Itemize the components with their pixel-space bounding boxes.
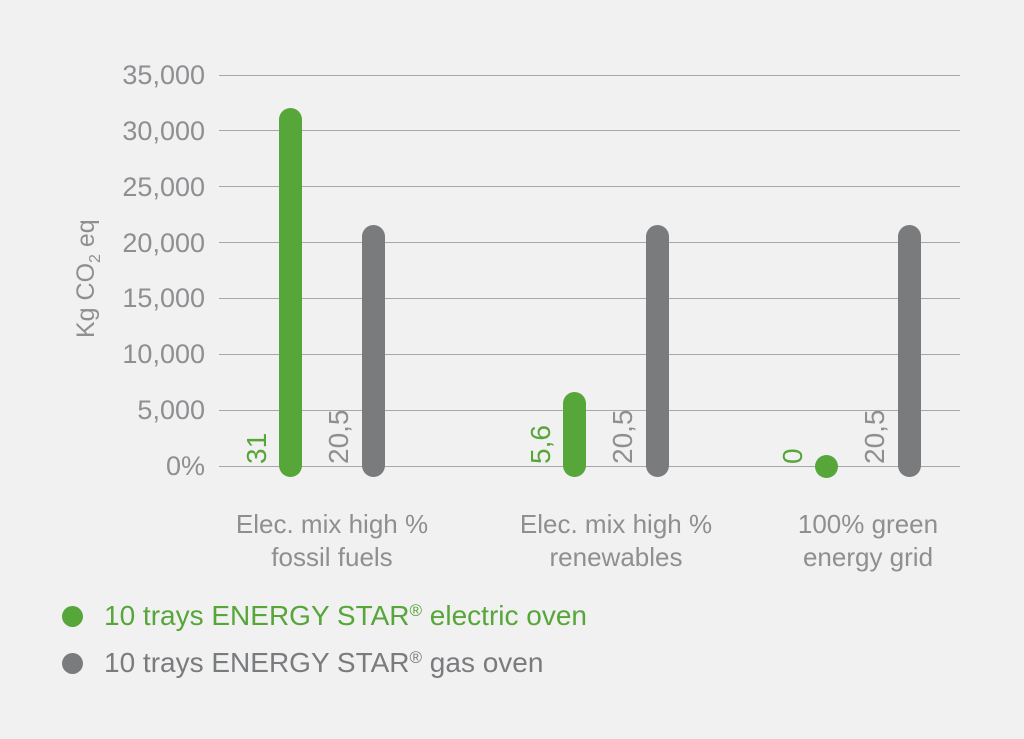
registered-trademark-icon: ® — [409, 601, 423, 620]
gridline-25000 — [219, 186, 960, 188]
legend-item-2: 10 trays ENERGY STAR® gas oven — [62, 647, 543, 679]
legend-dot-2-icon — [62, 652, 83, 674]
gridline-35000 — [219, 74, 960, 76]
category-label-group2: Elec. mix high % renewables — [446, 508, 786, 574]
category-line1: Elec. mix high % — [235, 509, 429, 539]
gridline-0 — [219, 465, 960, 467]
y-tick-label-0: 0% — [165, 451, 205, 481]
value-label-series1-group1: 31 — [240, 432, 272, 464]
category-line2: energy grid — [802, 542, 934, 572]
bar-series1-group3 — [815, 454, 838, 478]
y-tick-label-15000: 15,000 — [122, 283, 205, 314]
bar-series2-group3 — [897, 225, 921, 478]
y-tick-label-30000: 30,000 — [122, 115, 205, 146]
y-tick-label-10000: 10,000 — [122, 339, 205, 370]
gridline-5000 — [219, 409, 960, 411]
gridline-20000 — [219, 242, 960, 244]
value-label-series1-group3: 0 — [776, 448, 808, 464]
bar-series2-group1 — [361, 225, 385, 478]
category-line2: fossil fuels — [271, 542, 393, 572]
legend-label-main: 10 trays ENERGY STAR — [104, 600, 410, 631]
gridline-30000 — [219, 130, 960, 132]
bar-series2-group2 — [645, 225, 669, 478]
legend-item-1: 10 trays ENERGY STAR® electric oven — [62, 600, 587, 632]
registered-trademark-icon: ® — [409, 648, 423, 667]
legend-label-1: 10 trays ENERGY STAR® electric oven — [104, 600, 587, 632]
y-tick-label-5000: 5,000 — [137, 395, 205, 426]
bar-series1-group1 — [279, 108, 302, 478]
y-tick-label-25000: 25,000 — [122, 171, 205, 202]
legend-dot-1-icon — [62, 605, 83, 627]
legend-label-main: 10 trays ENERGY STAR — [104, 647, 410, 678]
legend-label-2: 10 trays ENERGY STAR® gas oven — [104, 647, 543, 679]
gridline-15000 — [219, 297, 960, 299]
gridline-10000 — [219, 353, 960, 355]
value-label-series2-group3: 20,5 — [859, 409, 890, 465]
value-label-series2-group2: 20,5 — [607, 409, 638, 465]
category-label-group3: 100% green energy grid — [698, 508, 1024, 574]
value-label-series1-group2: 5,6 — [524, 425, 556, 464]
legend-label-rest: gas oven — [422, 647, 544, 678]
category-line2: renewables — [549, 542, 683, 572]
y-tick-label-35000: 35,000 — [122, 60, 205, 90]
legend-label-rest: electric oven — [422, 600, 587, 631]
category-line1: Elec. mix high % — [519, 509, 713, 539]
category-line1: 100% green — [797, 509, 939, 539]
bar-series1-group2 — [563, 391, 586, 478]
category-label-group1: Elec. mix high % fossil fuels — [162, 508, 502, 574]
y-tick-label-20000: 20,000 — [122, 227, 205, 258]
value-label-series2-group1: 20,5 — [323, 409, 354, 465]
